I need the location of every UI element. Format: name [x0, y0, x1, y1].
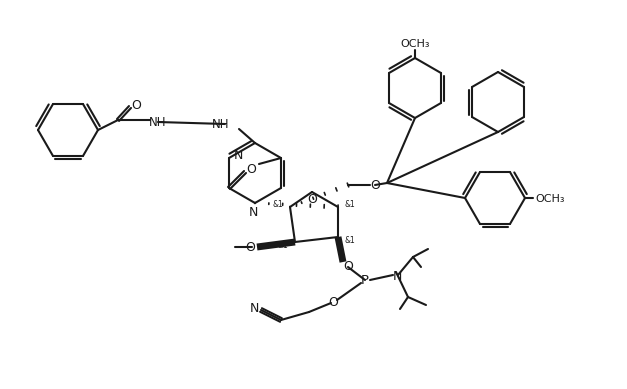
Text: P: P — [361, 273, 369, 287]
Text: &1: &1 — [345, 235, 356, 245]
Text: N: N — [250, 301, 259, 314]
Text: O: O — [343, 259, 353, 273]
Text: O: O — [370, 179, 380, 191]
Text: &1: &1 — [273, 200, 283, 209]
Text: O: O — [246, 163, 256, 175]
Text: OCH₃: OCH₃ — [400, 39, 429, 49]
Text: N: N — [393, 270, 402, 284]
Text: O: O — [131, 98, 141, 112]
Text: &1: &1 — [278, 240, 288, 249]
Text: N: N — [233, 149, 243, 161]
Text: N: N — [248, 205, 258, 219]
Text: O: O — [328, 296, 338, 310]
Text: OCH₃: OCH₃ — [535, 194, 565, 204]
Text: &1: &1 — [345, 200, 356, 209]
Text: O: O — [245, 240, 255, 254]
Text: NH: NH — [211, 117, 229, 130]
Text: O: O — [307, 193, 317, 205]
Text: NH: NH — [149, 116, 167, 128]
